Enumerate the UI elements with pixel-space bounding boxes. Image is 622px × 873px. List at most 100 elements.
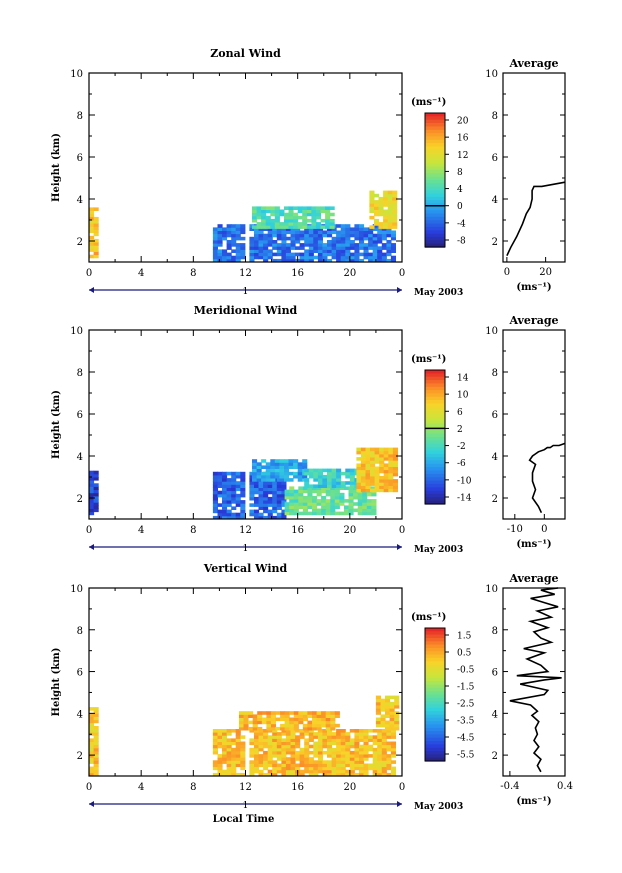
- heatmap-cell: [267, 236, 273, 241]
- heatmap-cell: [316, 492, 322, 497]
- heatmap-cell: [272, 766, 278, 771]
- heatmap-cell: [274, 462, 280, 466]
- heatmap-cell: [327, 766, 333, 771]
- heatmap-cell: [345, 481, 351, 485]
- heatmap-cell: [321, 486, 327, 490]
- heatmap-cell: [284, 465, 290, 469]
- heatmap-cell: [240, 509, 246, 514]
- heatmap-cell: [272, 240, 278, 244]
- heatmap-cell: [276, 757, 282, 761]
- heatmap-cell: [267, 255, 273, 260]
- heatmap-cell: [316, 723, 322, 728]
- heatmap-cell: [372, 750, 378, 755]
- heatmap-cell: [317, 729, 323, 733]
- heatmap-cell: [349, 227, 355, 231]
- heatmap-cell: [222, 729, 228, 733]
- heatmap-cell: [372, 255, 378, 260]
- heatmap-cell: [369, 190, 375, 195]
- heatmap-cell: [93, 470, 99, 475]
- heatmap-cell: [249, 729, 255, 733]
- heatmap-cell: [381, 750, 387, 755]
- heatmap-cell: [304, 769, 310, 774]
- heatmap-cell: [340, 772, 346, 777]
- heatmap-cell: [267, 757, 273, 761]
- heatmap-cell: [349, 233, 355, 238]
- heatmap-cell: [311, 215, 317, 220]
- heatmap-cell: [308, 772, 314, 777]
- heatmap-cell: [372, 747, 378, 752]
- colorbar-tick-label: 12: [457, 151, 468, 161]
- profile-y-tick-label: 10: [485, 326, 498, 337]
- heatmap-cell: [281, 747, 287, 752]
- heatmap-cell: [363, 227, 369, 231]
- heatmap-cell: [370, 450, 376, 455]
- heatmap-cell: [240, 484, 246, 488]
- heatmap-cell: [254, 738, 260, 742]
- heatmap-cell: [386, 732, 392, 736]
- heatmap-cell: [212, 493, 218, 498]
- heatmap-cell: [307, 495, 313, 500]
- heatmap-cell: [217, 471, 223, 476]
- heatmap-cell: [344, 511, 350, 516]
- heatmap-cell: [258, 246, 264, 250]
- heatmap-cell: [289, 502, 295, 506]
- heatmap-cell: [222, 512, 228, 517]
- heatmap-cell: [377, 769, 383, 774]
- heatmap-cell: [217, 766, 223, 771]
- heatmap-cell: [354, 258, 360, 263]
- heatmap-cell: [336, 729, 342, 733]
- x-tick-label: 20: [343, 782, 356, 793]
- heatmap-cell: [344, 508, 350, 513]
- heatmap-cell: [89, 226, 95, 230]
- heatmap-cell: [385, 698, 391, 703]
- profile-y-tick-label: 8: [492, 368, 498, 379]
- heatmap-cell: [254, 744, 260, 749]
- heatmap-cell: [345, 240, 351, 244]
- heatmap-cell: [284, 478, 290, 482]
- heatmap-cell: [222, 732, 228, 736]
- colorbar-swatch: [425, 169, 445, 174]
- profile-line: [528, 442, 566, 514]
- colorbar-swatch: [425, 638, 445, 642]
- heatmap-cell: [377, 252, 383, 257]
- heatmap-cell: [258, 243, 264, 247]
- y-tick-label: 6: [77, 668, 83, 679]
- heatmap-cell: [370, 475, 376, 480]
- heatmap-cell: [231, 258, 237, 263]
- heatmap-cell: [252, 215, 258, 220]
- heatmap-cell: [285, 769, 291, 774]
- heatmap-cell: [272, 246, 278, 250]
- heatmap-cell: [276, 506, 282, 510]
- heatmap-cell: [89, 248, 95, 252]
- colorbar-swatch: [425, 744, 445, 749]
- heatmap-cell: [93, 495, 99, 500]
- heatmap-cell: [365, 488, 371, 493]
- heatmap-cell: [331, 484, 337, 488]
- heatmap-cell: [327, 230, 333, 235]
- heatmap-cell: [368, 252, 374, 257]
- x-axis-label: Local Time: [213, 814, 275, 825]
- heatmap-cell: [383, 190, 389, 195]
- heatmap-cell: [226, 503, 232, 507]
- heatmap-cell: [360, 485, 366, 489]
- heatmap-cell: [93, 486, 99, 490]
- heatmap-cell: [263, 500, 269, 504]
- heatmap-cell: [377, 227, 383, 231]
- heatmap-cell: [289, 717, 295, 722]
- heatmap-cell: [308, 246, 314, 250]
- heatmap-cell: [394, 701, 400, 706]
- heatmap-cell: [295, 750, 301, 755]
- heatmap-cell: [299, 763, 305, 768]
- heatmap-cell: [89, 477, 95, 481]
- heatmap-cell: [331, 754, 337, 758]
- heatmap-cell: [344, 486, 350, 490]
- heatmap-cell: [265, 478, 271, 482]
- heatmap-cell: [254, 487, 260, 492]
- heatmap-cell: [321, 720, 327, 725]
- heatmap-cell: [302, 474, 308, 479]
- heatmap-cell: [369, 193, 375, 198]
- heatmap-cell: [349, 230, 355, 235]
- heatmap-cell: [256, 478, 262, 482]
- heatmap-cell: [212, 236, 218, 241]
- heatmap-cell: [249, 503, 255, 507]
